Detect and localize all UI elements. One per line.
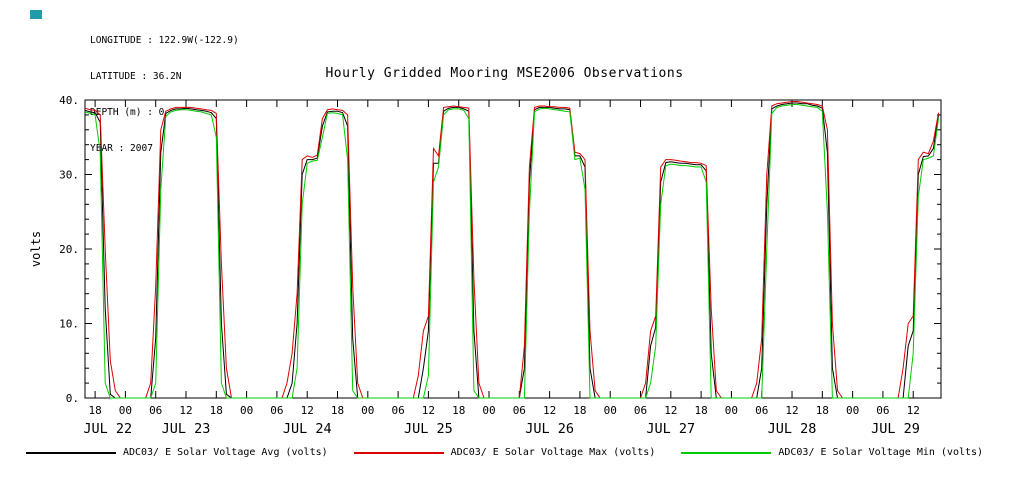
x-hour-label: 18: [210, 404, 223, 417]
y-tick-label: 0.: [66, 392, 79, 405]
x-hour-label: 00: [482, 404, 495, 417]
legend-swatch-avg: [25, 451, 116, 454]
metadata-depth: DEPTH (m) : 0: [90, 107, 165, 118]
x-hour-label: 12: [543, 404, 556, 417]
x-hour-label: 12: [785, 404, 798, 417]
legend-swatch-min: [681, 451, 772, 454]
x-hour-label: 00: [119, 404, 132, 417]
y-tick-label: 40.: [59, 94, 79, 107]
legend: ADC03/ E Solar Voltage Avg (volts) ADC03…: [0, 447, 1009, 458]
y-tick-label: 10.: [59, 318, 79, 331]
x-hour-label: 06: [391, 404, 404, 417]
series-min: [84, 104, 939, 399]
plot-border: [84, 99, 942, 399]
x-hour-label: 18: [816, 404, 829, 417]
x-hour-label: 18: [694, 404, 707, 417]
day-label: JUL 22: [83, 421, 132, 437]
x-hour-label: 00: [240, 404, 253, 417]
x-hour-label: 18: [331, 404, 344, 417]
x-hour-label: 12: [907, 404, 920, 417]
x-hour-label: 06: [634, 404, 647, 417]
series-max: [84, 101, 939, 399]
x-hour-label: 06: [513, 404, 526, 417]
metadata-latitude: LATITUDE : 36.2N: [90, 71, 182, 82]
day-label: JUL 25: [404, 421, 453, 437]
series-avg: [84, 102, 939, 399]
legend-item-avg: ADC03/ E Solar Voltage Avg (volts): [25, 447, 328, 458]
x-hour-label: 00: [846, 404, 859, 417]
y-tick-label: 30.: [59, 169, 79, 182]
x-hour-label: 06: [270, 404, 283, 417]
x-hour-label: 12: [179, 404, 192, 417]
day-label: JUL 27: [646, 421, 695, 437]
x-hour-label: 18: [573, 404, 586, 417]
dataset-swatch: [30, 10, 42, 19]
day-label: JUL 28: [768, 421, 817, 437]
y-tick-label: 20.: [59, 243, 79, 256]
day-label: JUL 29: [871, 421, 920, 437]
x-hour-label: 12: [422, 404, 435, 417]
x-hour-label: 12: [664, 404, 677, 417]
day-label: JUL 26: [525, 421, 574, 437]
x-hour-label: 06: [755, 404, 768, 417]
legend-item-min: ADC03/ E Solar Voltage Min (volts): [681, 447, 983, 458]
x-hour-label: 00: [361, 404, 374, 417]
x-hour-label: 18: [452, 404, 465, 417]
x-hour-label: 12: [301, 404, 314, 417]
day-label: JUL 23: [162, 421, 211, 437]
y-axis-title: volts: [29, 231, 43, 267]
x-hour-label: 06: [876, 404, 889, 417]
chart-title: Hourly Gridded Mooring MSE2006 Observati…: [325, 66, 684, 81]
legend-swatch-max: [353, 451, 444, 454]
metadata-longitude: LONGITUDE : 122.9W(-122.9): [90, 35, 239, 46]
legend-label-max: ADC03/ E Solar Voltage Max (volts): [450, 447, 656, 458]
x-hour-label: 00: [725, 404, 738, 417]
day-label: JUL 24: [283, 421, 332, 437]
legend-label-avg: ADC03/ E Solar Voltage Avg (volts): [122, 447, 328, 458]
legend-item-max: ADC03/ E Solar Voltage Max (volts): [353, 447, 656, 458]
legend-label-min: ADC03/ E Solar Voltage Min (volts): [778, 447, 984, 458]
x-hour-label: 18: [88, 404, 101, 417]
x-hour-label: 00: [604, 404, 617, 417]
x-hour-label: 06: [149, 404, 162, 417]
